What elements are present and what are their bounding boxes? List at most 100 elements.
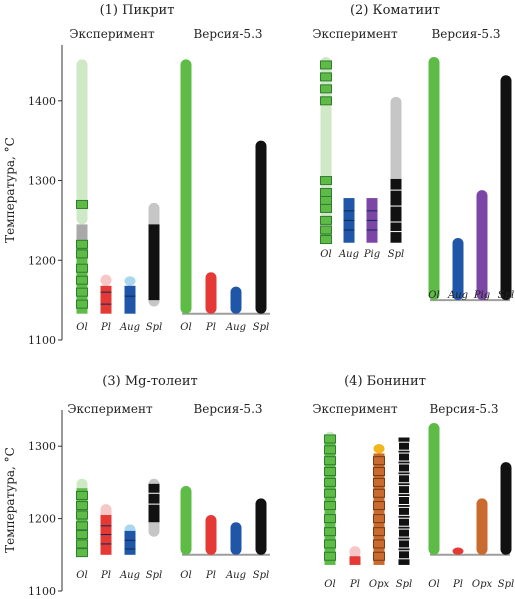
panel-3-exp-spl-dark-bar	[148, 483, 160, 523]
panel-1-exp-spl-label: Spl	[146, 322, 162, 333]
panel-3-exp-ol-label: Ol	[76, 570, 87, 581]
panel-4-exp-ol-sample-1	[324, 445, 336, 455]
panel-2-exp-ol-sample-1	[320, 72, 332, 82]
panel-1-model-aug-bar	[230, 286, 242, 314]
panel-3-model-ol-label: Ol	[180, 570, 191, 581]
panel-4-exp-ol-dark-bar	[324, 435, 336, 565]
panel-1-y-tick-label-1300: 1300	[28, 175, 56, 188]
panel-3-ylabel: Температура, °C	[3, 447, 17, 553]
panel-2-exp-ol-sample-8	[320, 215, 332, 225]
panel-1-exp-pl-label: Pl	[100, 322, 111, 333]
panel-1-model-ol-label: Ol	[180, 322, 191, 333]
panel-4-exp-opx-sample-6	[373, 527, 385, 537]
panel-1-exp-pl-light-bar	[100, 274, 112, 286]
panel-4-exp-opx-sample-4	[373, 501, 385, 511]
panel-3-exp-ol-sample-4	[76, 530, 88, 540]
panel-4-exp-opx-sample-7	[373, 539, 385, 549]
panel-1-exp-ol-sample-5	[76, 287, 88, 297]
panel-3-exp-ol-sample-0	[76, 490, 88, 500]
panel-4-model-ol-label: Ol	[428, 579, 439, 590]
panel-2-exp-ol-sample-6	[320, 195, 332, 205]
panel-4-exp-ol-label: Ol	[324, 579, 335, 590]
panel-4-exp-opx-top-bar	[373, 444, 385, 454]
panel-2-model-spl-label: Spl	[498, 290, 514, 301]
panel-3-exp-ol-sample-5	[76, 539, 88, 549]
panel-1-exp-aug-light-bar	[124, 276, 136, 286]
panel-3-y-tick-label-1300: 1300	[28, 440, 56, 453]
panel-1-y-tick-label-1200: 1200	[28, 254, 56, 267]
panel-2-model-ol-label: Ol	[428, 290, 439, 301]
panel-2-title: (2) Коматиит	[350, 3, 440, 18]
panel-3-exp-ol-sample-6	[76, 548, 88, 558]
panel-1-exp-ol-sample-0	[76, 199, 88, 209]
panel-2-exp-ol-sample-5	[320, 188, 332, 197]
panel-4-model-pl-label: Pl	[452, 579, 463, 590]
panel-4-exp-spl-sample-8	[398, 528, 410, 538]
panel-4-exp-ol-sample-8	[324, 527, 336, 537]
panel-4-exp-spl-sample-4	[398, 485, 410, 495]
panel-3-y-tick-label-1100: 1100	[28, 585, 56, 598]
panel-1-exp-pl-dark-bar	[100, 285, 112, 314]
panel-2-model-label: Версия-5.3	[431, 27, 500, 41]
panel-3-exp-ol-sample-2	[76, 510, 88, 520]
panel-2-exp-ol-sample-7	[320, 203, 332, 213]
panel-3-exp-spl-label: Spl	[146, 570, 162, 581]
panel-1-exp-ol-sample-4	[76, 275, 88, 285]
panel-2-model-spl-bar	[500, 75, 512, 301]
panel-2-model-aug-label: Aug	[447, 290, 468, 301]
panel-2-model-ol-bar	[428, 56, 440, 301]
panel-2-model-aug-bar	[452, 237, 464, 301]
panel-2-exp-pig-label: Pig	[363, 249, 380, 260]
panel-3-model-pl-label: Pl	[205, 570, 216, 581]
panel-1-title: (1) Пикрит	[100, 3, 175, 18]
panel-3-model-label: Версия-5.3	[193, 402, 262, 416]
panel-2-exp-ol-sample-10	[320, 235, 332, 245]
panel-3-exp-aug-dark-bar	[124, 530, 136, 555]
panel-4-exp-spl-sample-2	[398, 463, 410, 473]
panel-4-exp-spl-label: Spl	[396, 579, 412, 590]
panel-3-experiment-label: Эксперимент	[67, 402, 153, 416]
panel-4-exp-ol-sample-10	[324, 551, 336, 561]
panel-2-exp-ol-sample-3	[320, 96, 332, 106]
panel-4-exp-ol-sample-9	[324, 539, 336, 549]
panel-1-exp-ol-light-bar	[76, 59, 88, 225]
panel-2-exp-ol-sample-9	[320, 225, 332, 235]
panel-4-exp-ol-sample-6	[324, 501, 336, 511]
panel-3-exp-ol-sample-1	[76, 501, 88, 511]
panel-4-exp-ol-sample-3	[324, 467, 336, 477]
panel-1-ylabel: Температура, °C	[3, 137, 17, 243]
panel-2-exp-spl-dark-bar	[390, 178, 402, 243]
panel-1-model-pl-label: Pl	[205, 322, 216, 333]
panel-4-title: (4) Бонинит	[344, 374, 426, 389]
panel-2-exp-aug-label: Aug	[338, 249, 359, 260]
panel-4-model-opx-bar	[476, 498, 488, 555]
panel-3-model-spl-label: Spl	[253, 570, 269, 581]
panel-1-exp-spl-dark-bar	[148, 224, 160, 301]
panel-1-exp-ol-sample-6	[76, 299, 88, 309]
panel-4-exp-spl-sample-6	[398, 506, 410, 516]
panel-3-title: (3) Mg-толеит	[102, 374, 197, 389]
panel-4-exp-spl-sample-3	[398, 474, 410, 484]
panel-3-model-pl-bar	[205, 514, 217, 555]
panel-4-exp-spl-sample-7	[398, 517, 410, 527]
panel-1-exp-aug-label: Aug	[119, 322, 140, 333]
panel-4-exp-pl-light-bar	[349, 546, 361, 559]
panel-1-exp-ol-gray-bar	[76, 224, 88, 245]
panel-4-exp-spl-sample-0	[398, 441, 410, 451]
panel-1-exp-ol-sample-3	[76, 263, 88, 273]
panel-4-model-spl-bar	[500, 462, 512, 555]
panel-4-exp-opx-sample-3	[373, 488, 385, 498]
panel-4-exp-ol-sample-5	[324, 488, 336, 498]
panel-1-model-spl-label: Spl	[253, 322, 269, 333]
panel-2-experiment-label: Эксперимент	[312, 27, 398, 41]
panel-2-exp-ol-sample-2	[320, 84, 332, 94]
panel-4-exp-spl-sample-10	[398, 550, 410, 560]
panel-4-exp-opx-sample-0	[373, 456, 385, 466]
panel-4-model-ol-bar	[428, 423, 440, 555]
panel-1-model-pl-bar	[205, 272, 217, 314]
panel-2-exp-ol-label: Ol	[320, 249, 331, 260]
panel-3-exp-ol-sample-3	[76, 521, 88, 531]
panel-2-exp-ol-sample-0	[320, 60, 332, 70]
panel-4-exp-opx-sample-5	[373, 514, 385, 524]
panel-4-exp-opx-sample-1	[373, 467, 385, 477]
